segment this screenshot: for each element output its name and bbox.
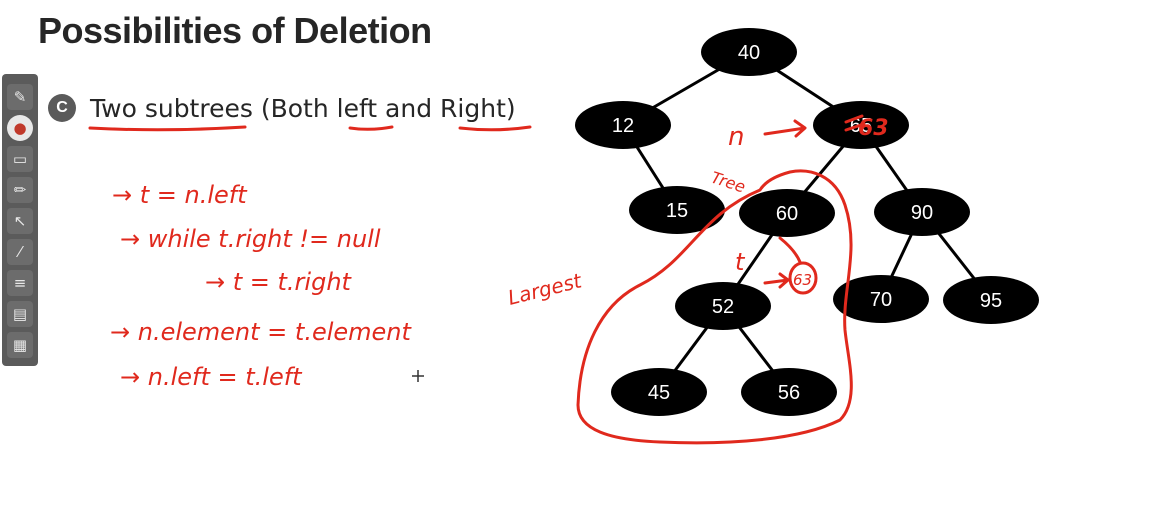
leaf-value: 63 [793, 271, 812, 289]
tree-node-label: 12 [612, 115, 634, 137]
eraser-icon[interactable]: ▭ [7, 146, 33, 172]
tree-node-label: 56 [778, 382, 800, 404]
lines-icon[interactable]: ≡ [7, 270, 33, 296]
cursor-crosshair-icon [412, 370, 424, 382]
annotation-toolbar: ✎ ● ▭ ✏ ↖ ⁄ ≡ ▤ ▦ [2, 74, 38, 366]
arrow-pointer-icon[interactable]: ↖ [7, 208, 33, 234]
n-marker: n [728, 122, 744, 152]
tree-node-shape [701, 28, 797, 76]
tree-node-label: 95 [980, 290, 1002, 312]
pen-icon[interactable]: ✎ [7, 84, 33, 110]
strike-marks [844, 114, 866, 132]
highlighter-icon[interactable]: ✏ [7, 177, 33, 203]
underline-left [348, 125, 394, 131]
leaf-circle [788, 261, 818, 295]
slide-icon[interactable]: ▦ [7, 332, 33, 358]
t-arrow [763, 272, 790, 289]
section-heading: C Two subtrees (Both left and Right) [48, 88, 516, 128]
tree-node-label: 15 [666, 200, 688, 222]
tree-node-label: 40 [738, 42, 760, 64]
page-title: Possibilities of Deletion [38, 10, 432, 51]
tree-node-shape [874, 188, 970, 236]
largest-label: Largest [505, 268, 585, 310]
tree-node-15: 15 [629, 186, 725, 234]
t-marker: t [735, 248, 746, 276]
tree-node-90: 90 [874, 188, 970, 236]
tree-node-label: 90 [911, 202, 933, 224]
tree-node-shape [629, 186, 725, 234]
code-line: → while t.right != null [120, 225, 381, 253]
code-line: → t = n.left [112, 181, 248, 209]
code-line: → t = t.right [205, 268, 353, 296]
section-text: Two subtrees (Both left and Right) [90, 93, 516, 123]
tree-node-52: 52 [675, 282, 771, 330]
tree-node-40: 40 [701, 28, 797, 76]
n-arrow [763, 119, 807, 138]
subtree-loop [576, 169, 853, 445]
tree-node-60: 60 [739, 189, 835, 237]
tree-node-shape [675, 282, 771, 330]
code-line: → n.left = t.left [120, 363, 303, 391]
tree-node-label: 60 [776, 203, 798, 225]
section-bullet: C [48, 94, 76, 122]
tree-node-shape [739, 189, 835, 237]
tree-node-label: 45 [648, 382, 670, 404]
tree-node-95: 95 [943, 276, 1039, 324]
tree-node-56: 56 [741, 368, 837, 416]
tree-node-45: 45 [611, 368, 707, 416]
tree-node-shape [611, 368, 707, 416]
code-line: → n.element = t.element [110, 318, 413, 346]
tree-node-shape [833, 275, 929, 323]
leaf-link [778, 236, 802, 264]
underline-two-subtrees [88, 125, 247, 132]
tree-node-shape [943, 276, 1039, 324]
screen-icon[interactable]: ▤ [7, 301, 33, 327]
pointer-pen-icon[interactable]: ● [7, 115, 33, 141]
tree-node-shape [741, 368, 837, 416]
replacement-value: 63 [858, 116, 889, 141]
underline-right [458, 125, 532, 132]
tree-label: Tree [709, 168, 748, 197]
handwritten-code: → t = n.left → while t.right != null → t… [110, 181, 413, 391]
laser-icon[interactable]: ⁄ [7, 239, 33, 265]
tree-node-70: 70 [833, 275, 929, 323]
tree-node-label: 70 [870, 289, 892, 311]
tree-node-shape [575, 101, 671, 149]
tree-node-12: 12 [575, 101, 671, 149]
tree-node-label: 52 [712, 296, 734, 318]
